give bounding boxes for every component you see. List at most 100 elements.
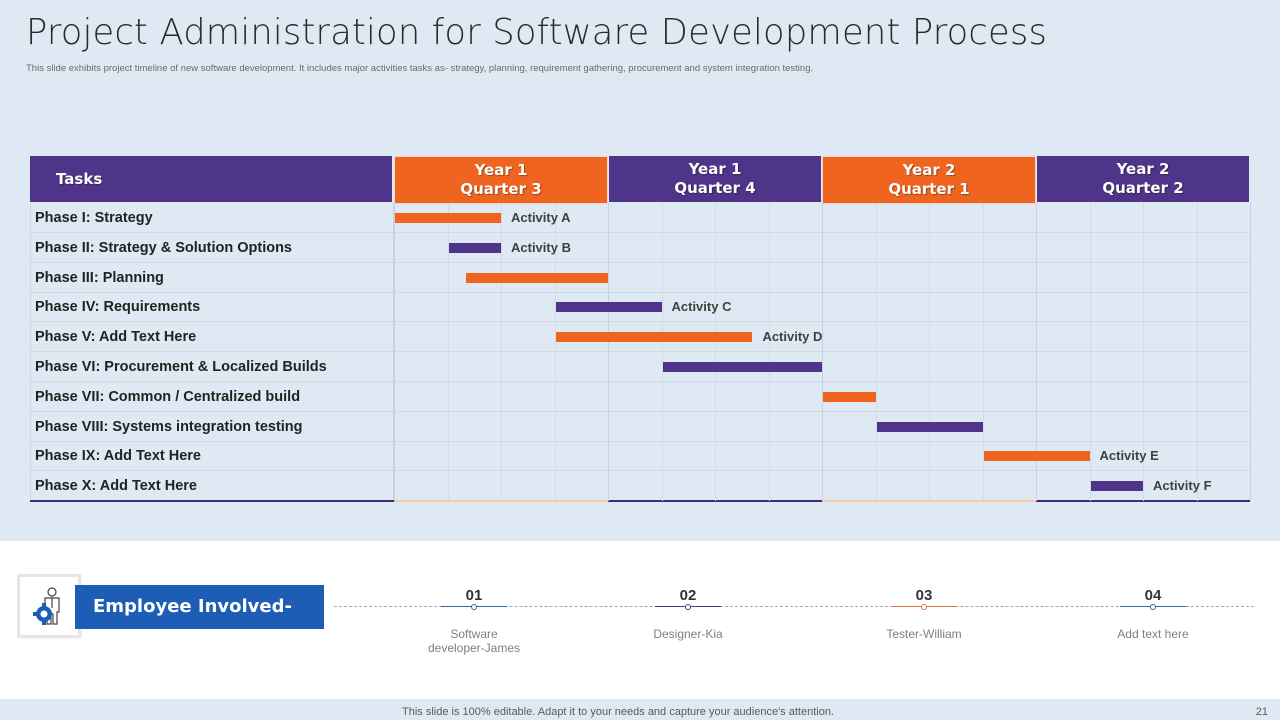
footer-text: This slide is 100% editable. Adapt it to… <box>402 706 834 718</box>
tasks-bottom-border <box>30 500 394 502</box>
footer-bar <box>0 699 1280 720</box>
grid-line <box>448 203 449 501</box>
task-label: Phase X: Add Text Here <box>35 478 197 495</box>
timeline-dashed-line <box>334 606 1254 607</box>
quarter-label: Year 1 Quarter 3 <box>460 161 541 199</box>
step-number: 01 <box>465 587 483 604</box>
employee-icon-box <box>20 577 78 635</box>
task-row: Phase V: Add Text Here <box>30 322 1251 353</box>
task-bar <box>823 391 876 402</box>
gantt-chart: Tasks Phase I: Strategy Phase II: Strateg… <box>30 156 1251 502</box>
activity-label: Activity B <box>511 239 571 255</box>
quarter-header: Year 1 Quarter 4 <box>609 156 821 202</box>
task-label: Phase VIII: Systems integration testing <box>35 418 303 435</box>
grid-line <box>929 203 930 501</box>
task-bar <box>555 332 753 343</box>
quarter-bottom-border <box>394 500 608 502</box>
task-label: Phase V: Add Text Here <box>35 329 197 346</box>
step-number: 03 <box>915 587 933 604</box>
employee-step: 01 Software developer-James <box>394 586 554 655</box>
step-marker-icon <box>471 604 477 610</box>
grid-line <box>608 203 609 501</box>
tasks-header: Tasks <box>30 156 392 202</box>
task-label: Phase IX: Add Text Here <box>35 448 201 465</box>
task-bar <box>555 302 662 313</box>
employee-step: 02 Designer-Kia <box>608 586 768 641</box>
step-marker-icon <box>685 604 691 610</box>
step-number: 02 <box>679 587 697 604</box>
activity-label: Activity E <box>1099 448 1159 464</box>
task-row: Phase II: Strategy & Solution Options <box>30 233 1251 263</box>
step-marker-icon <box>921 604 927 610</box>
employee-step: 03 Tester-William <box>844 586 1004 641</box>
quarter-year: Year 1 <box>688 160 742 178</box>
step-number: 04 <box>1144 587 1162 604</box>
task-row: Phase IV: Requirements <box>30 292 1251 323</box>
quarter-label: Year 2 Quarter 2 <box>1102 160 1183 198</box>
grid-line <box>1250 203 1251 501</box>
quarter-name: Quarter 2 <box>1102 179 1184 197</box>
grid-line <box>983 203 984 501</box>
task-bar <box>395 213 501 223</box>
grid-line <box>876 203 877 501</box>
task-bar <box>466 272 608 283</box>
task-label: Phase IV: Requirements <box>35 299 201 316</box>
grid-line <box>769 203 770 501</box>
quarter-bottom-border <box>608 500 822 502</box>
grid-line <box>555 203 556 501</box>
task-row: Phase III: Planning <box>30 263 1251 293</box>
slide-subtitle: This slide exhibits project timeline of … <box>26 63 814 74</box>
quarter-header: Year 2 Quarter 1 <box>823 157 1035 203</box>
activity-label: Activity F <box>1153 478 1212 494</box>
quarter-label: Year 1 Quarter 4 <box>674 160 755 198</box>
activity-label: Activity C <box>671 299 732 315</box>
quarter-header: Year 1 Quarter 3 <box>395 157 607 203</box>
employee-gear-icon <box>33 587 60 625</box>
activity-label: Activity A <box>511 210 571 225</box>
quarter-year: Year 2 <box>902 161 956 179</box>
grid-line <box>394 203 395 501</box>
quarter-bottom-border <box>1036 500 1250 502</box>
task-row: Phase I: Strategy <box>30 203 1251 233</box>
grid-line <box>1143 203 1144 501</box>
quarter-name: Quarter 1 <box>888 180 970 198</box>
grid-line <box>715 203 716 501</box>
quarter-year: Year 1 <box>474 161 528 179</box>
task-bar <box>448 242 501 253</box>
task-label: Phase VII: Common / Centralized build <box>35 388 301 405</box>
page-number: 21 <box>1255 706 1268 718</box>
quarter-name: Quarter 4 <box>674 179 756 197</box>
employee-involved-banner: Employee Involved- <box>75 585 324 629</box>
activity-label: Activity D <box>762 329 823 345</box>
task-row: Phase IX: Add Text Here <box>30 441 1251 472</box>
task-bar <box>983 451 1090 462</box>
grid-line <box>501 203 502 501</box>
task-label: Phase I: Strategy <box>35 210 153 226</box>
employee-name: Software developer-James <box>427 627 521 655</box>
task-row: Phase VI: Procurement & Localized Builds <box>30 352 1251 382</box>
task-label: Phase II: Strategy & Solution Options <box>35 239 292 256</box>
slide-title: Project Administration for Software Deve… <box>26 12 1048 53</box>
quarter-name: Quarter 3 <box>460 180 542 198</box>
task-label: Phase III: Planning <box>35 269 164 286</box>
employee-name: Tester-William <box>886 627 962 641</box>
task-bar <box>876 421 983 432</box>
employee-name: Designer-Kia <box>653 627 723 641</box>
task-row: Phase VIII: Systems integration testing <box>30 412 1251 442</box>
task-bar <box>1090 481 1143 492</box>
task-row: Phase X: Add Text Here <box>30 471 1251 502</box>
step-marker-icon <box>1150 604 1156 610</box>
employee-step: 04 Add text here <box>1073 586 1233 641</box>
task-bar <box>662 362 822 372</box>
grid-line <box>1036 203 1037 501</box>
quarter-year: Year 2 <box>1116 160 1170 178</box>
task-label: Phase VI: Procurement & Localized Builds <box>35 359 327 375</box>
grid-line <box>662 203 663 501</box>
quarter-bottom-border <box>822 500 1036 502</box>
grid-line <box>1090 203 1091 501</box>
task-row: Phase VII: Common / Centralized build <box>30 382 1251 412</box>
quarter-header: Year 2 Quarter 2 <box>1037 156 1249 202</box>
employee-name: Add text here <box>1117 627 1189 641</box>
quarter-label: Year 2 Quarter 1 <box>888 161 969 199</box>
grid-line <box>822 203 823 501</box>
